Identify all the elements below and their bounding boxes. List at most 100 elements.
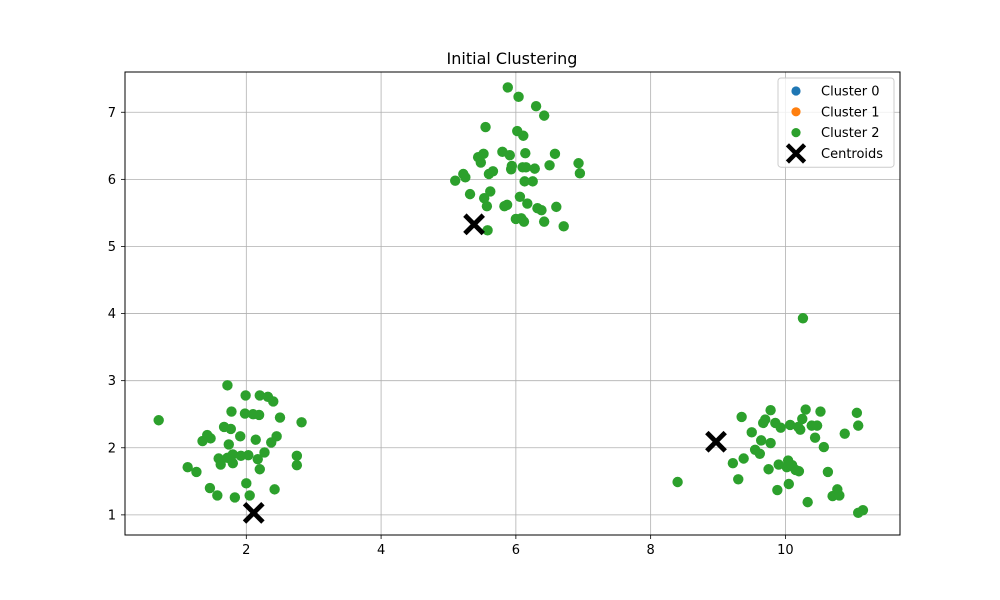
data-point (853, 420, 864, 431)
data-point (480, 121, 491, 133)
data-point (736, 411, 747, 423)
data-point (822, 466, 834, 478)
legend-box (777, 77, 895, 168)
data-point (259, 447, 270, 458)
data-point (502, 82, 513, 93)
data-point (783, 478, 795, 490)
x-tick-label: 10 (777, 543, 794, 558)
data-point (573, 158, 584, 169)
data-point (773, 459, 784, 470)
data-point (482, 225, 493, 236)
data-point (250, 434, 261, 445)
data-point (223, 439, 234, 450)
data-point (212, 490, 223, 501)
centroid-stroke (463, 213, 485, 236)
data-point (518, 130, 529, 141)
data-point (558, 221, 569, 232)
legend: Cluster 0 Cluster 1 Cluster 2 Centroids (777, 77, 895, 168)
data-point (797, 313, 809, 324)
y-tick-label: 7 (108, 106, 116, 121)
data-point (182, 462, 193, 473)
data-point (487, 166, 499, 177)
data-point (775, 422, 786, 433)
data-point (243, 449, 254, 461)
data-point (795, 424, 806, 435)
data-point (253, 409, 265, 421)
data-point (225, 423, 237, 435)
y-tick-label: 5 (108, 240, 116, 255)
data-point (291, 450, 303, 462)
data-point (538, 216, 550, 227)
data-point (857, 504, 869, 516)
data-point (529, 163, 540, 174)
legend-label: Centroids (821, 147, 883, 162)
legend-label: Cluster 0 (821, 85, 880, 100)
data-point (481, 201, 493, 212)
data-point (549, 148, 561, 160)
data-point (544, 160, 555, 171)
legend-label: Cluster 2 (821, 126, 880, 141)
data-point (501, 199, 513, 211)
y-tick-label: 1 (108, 508, 116, 523)
data-point (241, 478, 252, 489)
data-point (530, 101, 542, 112)
data-point (274, 412, 286, 423)
data-point (478, 148, 489, 160)
data-point (754, 448, 766, 460)
data-point (514, 191, 526, 203)
data-point (818, 441, 830, 453)
data-point (797, 413, 808, 425)
data-point (538, 110, 550, 121)
legend-marker (791, 128, 801, 138)
data-point (478, 192, 490, 204)
x-tick-label: 8 (647, 543, 655, 558)
data-point (522, 198, 533, 209)
data-point (205, 433, 216, 444)
data-point (291, 460, 303, 471)
data-point (755, 435, 767, 446)
data-point (738, 453, 749, 464)
data-point (839, 428, 850, 439)
legend-marker (791, 107, 801, 117)
data-point (765, 437, 776, 449)
centroid-marker (705, 430, 727, 453)
data-point (765, 404, 776, 416)
centroid-stroke (705, 430, 727, 453)
legend-centroid-marker (785, 143, 807, 164)
data-point (222, 380, 233, 391)
x-tick-label: 2 (242, 543, 250, 558)
centroid-marker (463, 213, 485, 236)
data-point (464, 188, 476, 200)
data-point (460, 172, 471, 183)
data-points (153, 82, 869, 519)
centroid-stroke (242, 501, 265, 524)
x-tick-label: 6 (512, 543, 520, 558)
data-point (229, 492, 241, 503)
data-point (268, 396, 279, 407)
data-point (574, 168, 586, 179)
data-point (763, 464, 774, 475)
data-point (227, 449, 239, 460)
centroid-stroke (785, 143, 807, 164)
data-point (269, 484, 280, 495)
data-point (851, 407, 863, 419)
data-point (504, 150, 516, 161)
data-point (226, 406, 237, 417)
data-point (551, 201, 562, 213)
data-point (215, 459, 226, 470)
y-tick-label: 3 (108, 374, 116, 389)
legend-marker (791, 86, 801, 96)
data-point (800, 404, 811, 415)
data-point (772, 484, 783, 496)
data-point (809, 432, 821, 443)
data-point (506, 160, 518, 172)
data-point (834, 490, 845, 501)
chart-title: Initial Clustering (447, 49, 578, 68)
data-point (727, 458, 739, 469)
y-tick-label: 6 (108, 173, 116, 188)
data-point (240, 390, 251, 401)
data-point (254, 390, 265, 401)
